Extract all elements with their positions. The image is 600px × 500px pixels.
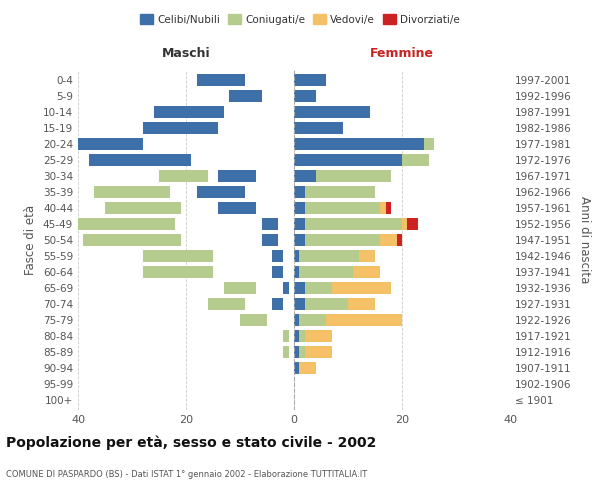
Bar	[240, 314, 267, 326]
Bar	[305, 346, 332, 358]
Bar	[305, 298, 348, 310]
Y-axis label: Fasce di età: Fasce di età	[25, 205, 37, 275]
Bar	[283, 282, 289, 294]
Bar	[197, 186, 245, 198]
Bar	[272, 250, 283, 262]
Bar	[262, 234, 278, 246]
Bar	[283, 330, 289, 342]
Text: Femmine: Femmine	[370, 48, 434, 60]
Bar	[294, 170, 316, 182]
Bar	[272, 266, 283, 278]
Bar	[294, 90, 316, 102]
Bar	[294, 250, 299, 262]
Bar	[294, 266, 299, 278]
Bar	[105, 202, 181, 214]
Bar	[353, 266, 380, 278]
Bar	[305, 330, 332, 342]
Bar	[294, 154, 402, 166]
Text: Popolazione per età, sesso e stato civile - 2002: Popolazione per età, sesso e stato civil…	[6, 435, 376, 450]
Bar	[283, 346, 289, 358]
Bar	[305, 234, 380, 246]
Bar	[299, 250, 359, 262]
Bar	[262, 218, 278, 230]
Bar	[272, 298, 283, 310]
Bar	[402, 218, 407, 230]
Bar	[294, 106, 370, 118]
Bar	[224, 282, 256, 294]
Bar	[348, 298, 375, 310]
Bar	[299, 346, 305, 358]
Bar	[0, 138, 143, 150]
Bar	[218, 202, 256, 214]
Bar	[380, 202, 386, 214]
Bar	[83, 234, 181, 246]
Bar	[424, 138, 434, 150]
Bar	[170, 154, 175, 166]
Bar	[294, 122, 343, 134]
Bar	[218, 170, 256, 182]
Bar	[305, 202, 380, 214]
Text: COMUNE DI PASPARDO (BS) - Dati ISTAT 1° gennaio 2002 - Elaborazione TUTTITALIA.I: COMUNE DI PASPARDO (BS) - Dati ISTAT 1° …	[6, 470, 367, 479]
Bar	[197, 74, 245, 86]
Bar	[305, 282, 332, 294]
Bar	[159, 186, 164, 198]
Bar	[294, 234, 305, 246]
Bar	[143, 250, 213, 262]
Y-axis label: Anni di nascita: Anni di nascita	[578, 196, 591, 284]
Bar	[294, 314, 299, 326]
Bar	[208, 298, 245, 310]
Bar	[159, 170, 208, 182]
Bar	[143, 122, 218, 134]
Bar	[299, 314, 326, 326]
Bar	[326, 314, 402, 326]
Bar	[294, 218, 305, 230]
Bar	[154, 106, 224, 118]
Bar	[316, 170, 391, 182]
Legend: Celibi/Nubili, Coniugati/e, Vedovi/e, Divorziati/e: Celibi/Nubili, Coniugati/e, Vedovi/e, Di…	[136, 10, 464, 29]
Bar	[170, 154, 181, 166]
Bar	[89, 154, 191, 166]
Bar	[202, 266, 208, 278]
Bar	[299, 266, 353, 278]
Bar	[294, 138, 424, 150]
Bar	[170, 234, 175, 246]
Bar	[407, 218, 418, 230]
Bar	[305, 218, 402, 230]
Bar	[294, 362, 299, 374]
Bar	[402, 154, 429, 166]
Bar	[305, 186, 375, 198]
Bar	[294, 346, 299, 358]
Bar	[73, 218, 175, 230]
Bar	[229, 90, 262, 102]
Bar	[294, 202, 305, 214]
Bar	[359, 250, 375, 262]
Bar	[299, 362, 316, 374]
Bar	[170, 202, 175, 214]
Bar	[294, 298, 305, 310]
Bar	[386, 202, 391, 214]
Bar	[332, 282, 391, 294]
Bar	[380, 234, 397, 246]
Bar	[143, 266, 213, 278]
Bar	[256, 314, 262, 326]
Bar	[235, 298, 240, 310]
Bar	[294, 330, 299, 342]
Bar	[294, 74, 326, 86]
Bar	[299, 330, 305, 342]
Bar	[294, 186, 305, 198]
Text: Maschi: Maschi	[161, 48, 211, 60]
Bar	[397, 234, 402, 246]
Bar	[294, 282, 305, 294]
Bar	[94, 186, 170, 198]
